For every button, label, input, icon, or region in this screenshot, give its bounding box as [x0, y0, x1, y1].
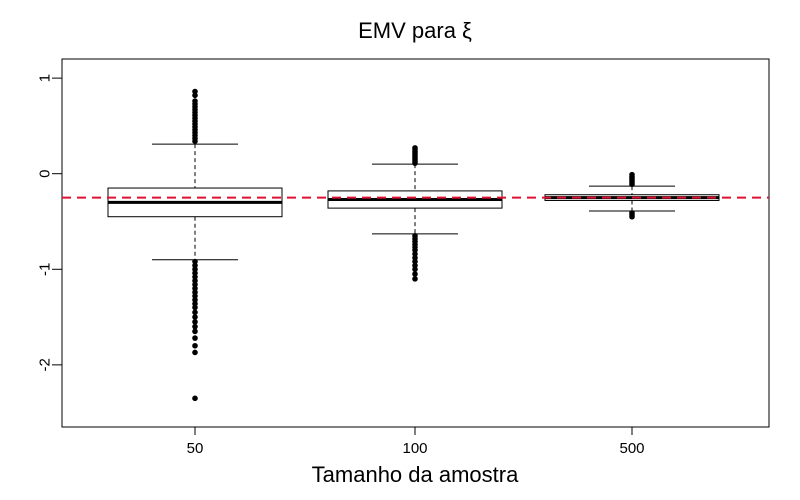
- x-tick-label: 100: [402, 440, 427, 457]
- box-500: [544, 171, 720, 220]
- y-tick-label: -1: [37, 263, 54, 276]
- y-tick-label: 0: [37, 170, 54, 178]
- x-axis: 50 100 500: [187, 426, 645, 457]
- outlier-point: [192, 138, 198, 145]
- box-100: [327, 145, 503, 282]
- outlier-point: [192, 319, 198, 325]
- outlier-point: [192, 314, 198, 320]
- boxes-group: [107, 88, 720, 402]
- x-tick-label: 500: [619, 440, 644, 457]
- chart-title: EMV para ξ: [358, 18, 472, 43]
- outlier-point: [412, 276, 418, 282]
- outlier-point: [629, 213, 635, 220]
- outlier-point: [412, 160, 418, 166]
- outlier-point: [192, 342, 198, 349]
- outlier-point: [412, 271, 418, 277]
- outlier-point: [192, 328, 198, 335]
- outlier-point: [629, 181, 635, 188]
- x-axis-label: Tamanho da amostra: [312, 462, 519, 487]
- outlier-point: [192, 349, 198, 356]
- outlier-point: [192, 335, 198, 341]
- x-tick-label: 50: [187, 440, 204, 457]
- outlier-point: [192, 92, 198, 99]
- outlier-point: [412, 266, 418, 273]
- y-tick-label: 1: [37, 74, 54, 82]
- outlier-point: [192, 323, 198, 330]
- box-50: [107, 88, 283, 402]
- y-axis: 1 0 -1 -2: [37, 74, 63, 372]
- outlier-point: [192, 309, 198, 316]
- outlier-point: [192, 395, 198, 402]
- y-tick-label: -2: [37, 358, 54, 371]
- outlier-point: [192, 304, 198, 311]
